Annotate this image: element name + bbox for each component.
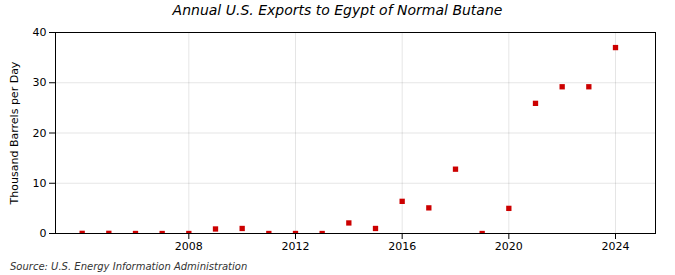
svg-text:2016: 2016 (388, 240, 416, 253)
svg-text:2012: 2012 (282, 240, 310, 253)
svg-text:Thousand Barrels per Day: Thousand Barrels per Day (8, 61, 21, 205)
svg-text:20: 20 (33, 127, 47, 140)
html-text:Annual U.S. Exports to Egypt o: Annual U.S. Exports to Egypt of Normal B… (172, 2, 503, 18)
svg-text:2020: 2020 (495, 240, 523, 253)
svg-text:0: 0 (40, 227, 47, 240)
svg-text:10: 10 (33, 177, 47, 190)
html-text:Source: U.S. Energy Informatio: Source: U.S. Energy Information Administ… (10, 261, 248, 272)
svg-text:2024: 2024 (602, 240, 630, 253)
svg-text:40: 40 (33, 26, 47, 39)
svg-text:30: 30 (33, 76, 47, 89)
svg-text:2008: 2008 (175, 240, 203, 253)
